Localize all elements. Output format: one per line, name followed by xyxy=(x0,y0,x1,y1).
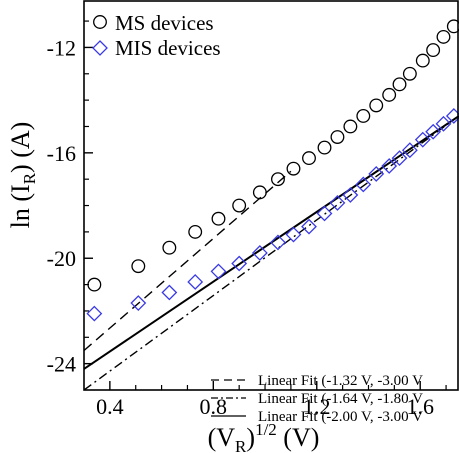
ms-point xyxy=(402,66,417,81)
mis-point xyxy=(210,263,227,280)
x-tick-label: 1.2 xyxy=(303,394,331,419)
fit-lines-layer xyxy=(83,115,459,391)
legend-ms-marker xyxy=(93,15,107,29)
ms-point xyxy=(162,240,177,255)
x-axis-label-sub: R xyxy=(235,437,247,453)
x-tick-label: 0.4 xyxy=(96,394,124,419)
ms-point xyxy=(302,151,316,166)
ms-point xyxy=(446,19,459,34)
legend-fit3-label: Linear Fit (-2.00 V, -3.00 V xyxy=(258,409,423,425)
legend-ms-label: MS devices xyxy=(115,11,214,35)
ms-point xyxy=(317,140,332,155)
mis-point xyxy=(381,158,398,174)
mis-point xyxy=(435,115,452,132)
mis-point xyxy=(316,205,333,222)
y-tick-label: -20 xyxy=(47,246,76,271)
fit-line-1 xyxy=(83,170,292,352)
ms-point xyxy=(415,53,430,68)
mis-point xyxy=(130,295,147,311)
mis-point xyxy=(355,176,372,193)
ms-point xyxy=(369,98,384,113)
ms-point xyxy=(131,259,146,274)
ms-point xyxy=(426,43,441,58)
mis-point xyxy=(391,150,408,167)
ms-point xyxy=(392,77,407,92)
ms-point xyxy=(330,130,345,144)
y-axis-label: ln (IR) (A) xyxy=(6,122,39,229)
ms-point xyxy=(188,224,203,239)
mis-point xyxy=(342,187,359,203)
legend-fit1-label: Linear Fit (-1.32 V, -3.00 V xyxy=(258,373,423,389)
mis-point xyxy=(86,305,103,322)
mis-point xyxy=(368,165,385,182)
x-axis-label-close: ) xyxy=(246,423,255,452)
mis-point xyxy=(187,274,204,290)
mis-point xyxy=(425,123,442,140)
x-axis-label-main: (V xyxy=(208,423,236,452)
y-axis-label-main: ln (I xyxy=(6,184,35,228)
fit-line-2 xyxy=(83,115,459,391)
ms-point xyxy=(382,87,397,102)
legend-fit2-label: Linear Fit (-1.64 V, -1.80 V xyxy=(258,391,423,407)
ms-point xyxy=(356,108,371,123)
y-tick-label: -12 xyxy=(47,35,76,60)
ms-point xyxy=(87,277,102,292)
ms-point xyxy=(252,185,267,200)
x-tick-label: 1.6 xyxy=(406,394,434,419)
ms-point xyxy=(271,172,285,187)
legend-mis-marker xyxy=(92,40,108,56)
mis-point xyxy=(231,255,248,272)
ms-point xyxy=(232,198,247,213)
legend-mis-label: MIS devices xyxy=(115,36,221,60)
legend-markers: MS devices MIS devices xyxy=(92,11,221,60)
x-axis-label-unit: (V) xyxy=(277,423,320,452)
mis-point xyxy=(251,245,268,261)
ms-point xyxy=(286,161,301,176)
mis-point xyxy=(301,218,317,235)
x-axis-label: (VR)1/2 (V) xyxy=(208,420,320,453)
ms-point xyxy=(211,211,226,226)
ms-point xyxy=(436,29,451,44)
mis-point xyxy=(329,194,346,211)
y-tick-label: -16 xyxy=(47,141,76,166)
y-tick-label: -24 xyxy=(47,352,76,377)
y-axis-label-unit: ) (A) xyxy=(6,122,35,173)
y-axis-label-sub: R xyxy=(20,172,39,184)
mis-point xyxy=(414,131,431,148)
legend-lines: Linear Fit (-1.32 V, -3.00 V Linear Fit … xyxy=(211,373,423,425)
ticks-layer: 0.4 0.8 1.2 1.6-24-20-16-12 xyxy=(47,20,447,419)
mis-point xyxy=(270,234,286,251)
mis-point xyxy=(401,142,418,159)
plot-frame xyxy=(83,0,459,391)
mis-point xyxy=(161,284,178,301)
x-axis-label-sup: 1/2 xyxy=(255,420,277,439)
data-points-layer xyxy=(86,19,459,322)
mis-point xyxy=(285,226,302,243)
ms-point xyxy=(343,119,358,134)
